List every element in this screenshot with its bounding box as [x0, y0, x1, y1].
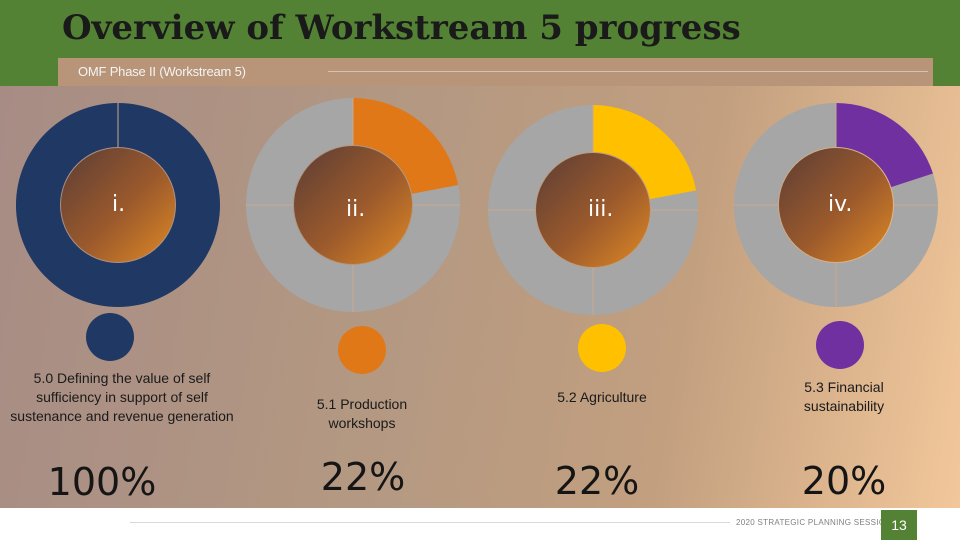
footer-text: 2020 STRATEGIC PLANNING SESSION	[736, 518, 892, 527]
legend-marker	[338, 326, 386, 374]
slide-title: Overview of Workstream 5 progress	[62, 8, 741, 48]
legend-marker	[816, 321, 864, 369]
category-label: 5.0 Defining the value of self sufficien…	[10, 370, 234, 424]
bottom-strip	[0, 508, 960, 540]
subtitle-bar	[58, 58, 933, 86]
slide-subtitle: OMF Phase II (Workstream 5)	[78, 64, 246, 79]
category-label: 5.2 Agriculture	[557, 389, 647, 405]
donut-slice-remainder	[488, 105, 698, 315]
donut-center-label: i.	[112, 192, 126, 217]
percent-label: 20%	[801, 459, 887, 503]
donut-slice-remainder	[734, 103, 938, 307]
donut-chart-1	[15, 103, 221, 307]
subtitle-rule	[328, 71, 928, 72]
footer-rule	[130, 522, 730, 523]
donut-slice-value	[15, 103, 221, 307]
category-label: 5.1 Production workshops	[316, 396, 408, 431]
donut-hole	[294, 146, 412, 264]
percent-label: 22%	[554, 459, 640, 503]
donut-slice-value	[593, 105, 697, 200]
donut-chart-3	[488, 105, 698, 315]
donut-slice-value	[836, 103, 934, 188]
donut-center-label: iv.	[828, 192, 853, 217]
category-label: 5.3 Financial sustainability	[803, 379, 885, 414]
donut-chart-4	[734, 103, 938, 307]
donut-center-label: ii.	[346, 197, 366, 222]
percent-label: 100%	[47, 460, 157, 504]
legend-marker	[86, 313, 134, 361]
donut-center-label: iii.	[588, 197, 614, 222]
legend-marker	[578, 324, 626, 372]
donut-chart-2	[246, 98, 460, 312]
donut-hole	[779, 148, 893, 262]
donut-hole	[536, 153, 650, 267]
donut-slice-value	[353, 98, 459, 194]
page-number: 13	[881, 510, 917, 540]
percent-label: 22%	[320, 455, 406, 499]
donut-slice-remainder	[246, 98, 460, 312]
donut-hole	[61, 148, 175, 262]
